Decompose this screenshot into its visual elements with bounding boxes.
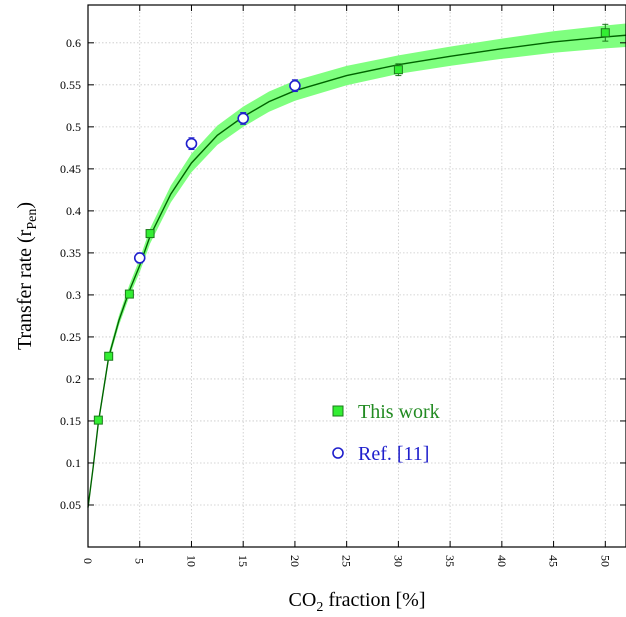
y-axis-title-sub: Pen — [25, 209, 40, 230]
legend-label-ref-11: Ref. [11] — [358, 443, 429, 465]
axis-ticks-group: 0 5 10 15 20 25 30 35 40 45 50 0.05 0.1 0.15 0.2 0.25 0.… — [60, 5, 626, 567]
y-tick-label: 0.55 — [60, 78, 81, 92]
y-tick-label: 0.4 — [66, 204, 81, 218]
point-ref-11 — [289, 79, 301, 92]
x-tick-label: 10 — [184, 555, 198, 567]
data-points-group — [93, 23, 610, 425]
point-ref-11 — [185, 137, 198, 150]
fit-confidence-band-group — [88, 23, 626, 510]
point-this-work — [104, 351, 114, 361]
x-tick-label: 50 — [598, 555, 612, 567]
x-axis-title-post: fraction [%] — [323, 589, 425, 611]
legend-marker-ref-11 — [332, 447, 344, 459]
x-tick-label: 25 — [340, 555, 354, 567]
legend: This work Ref. [11] — [332, 401, 440, 465]
x-tick-label: 35 — [443, 555, 457, 567]
point-this-work — [93, 415, 103, 425]
x-tick-label: 40 — [495, 555, 509, 567]
y-tick-label: 0.5 — [66, 120, 81, 134]
y-tick-label: 0.15 — [60, 414, 81, 428]
legend-label-this-work: This work — [358, 401, 440, 423]
x-tick-label: 45 — [547, 555, 561, 567]
y-tick-label: 0.45 — [60, 162, 81, 176]
point-this-work — [124, 289, 134, 299]
x-tick-label: 5 — [133, 558, 147, 564]
y-tick-label: 0.25 — [60, 330, 81, 344]
y-tick-label: 0.3 — [66, 288, 81, 302]
x-tick-label: 15 — [236, 555, 250, 567]
point-this-work — [600, 28, 610, 38]
point-this-work — [145, 229, 155, 239]
plot-frame — [87, 4, 626, 548]
point-this-work — [393, 65, 403, 75]
y-tick-label: 0.05 — [60, 498, 81, 512]
fit-confidence-band — [88, 23, 626, 510]
legend-marker-this-work — [332, 405, 344, 417]
y-axis-title-pre: Transfer rate (r — [14, 229, 36, 350]
fit-curve — [87, 34, 626, 508]
y-axis-title-post: ) — [14, 202, 36, 209]
x-tick-label: 0 — [81, 558, 95, 564]
x-tick-label: 30 — [391, 555, 405, 567]
x-axis-title-sub: 2 — [316, 600, 323, 615]
point-ref-11 — [237, 112, 249, 125]
x-axis-title: CO2 fraction [%] — [289, 589, 426, 615]
y-axis-title: Transfer rate (rPen) — [14, 202, 40, 350]
x-tick-label: 20 — [288, 555, 302, 567]
x-axis-title-pre: CO — [289, 589, 317, 611]
grid — [87, 5, 626, 547]
point-ref-11 — [133, 252, 146, 264]
y-tick-label: 0.1 — [66, 456, 81, 470]
y-tick-label: 0.2 — [66, 372, 81, 386]
y-tick-label: 0.35 — [60, 246, 81, 260]
y-tick-label: 0.6 — [66, 36, 81, 50]
fit-curve-group — [87, 34, 626, 508]
